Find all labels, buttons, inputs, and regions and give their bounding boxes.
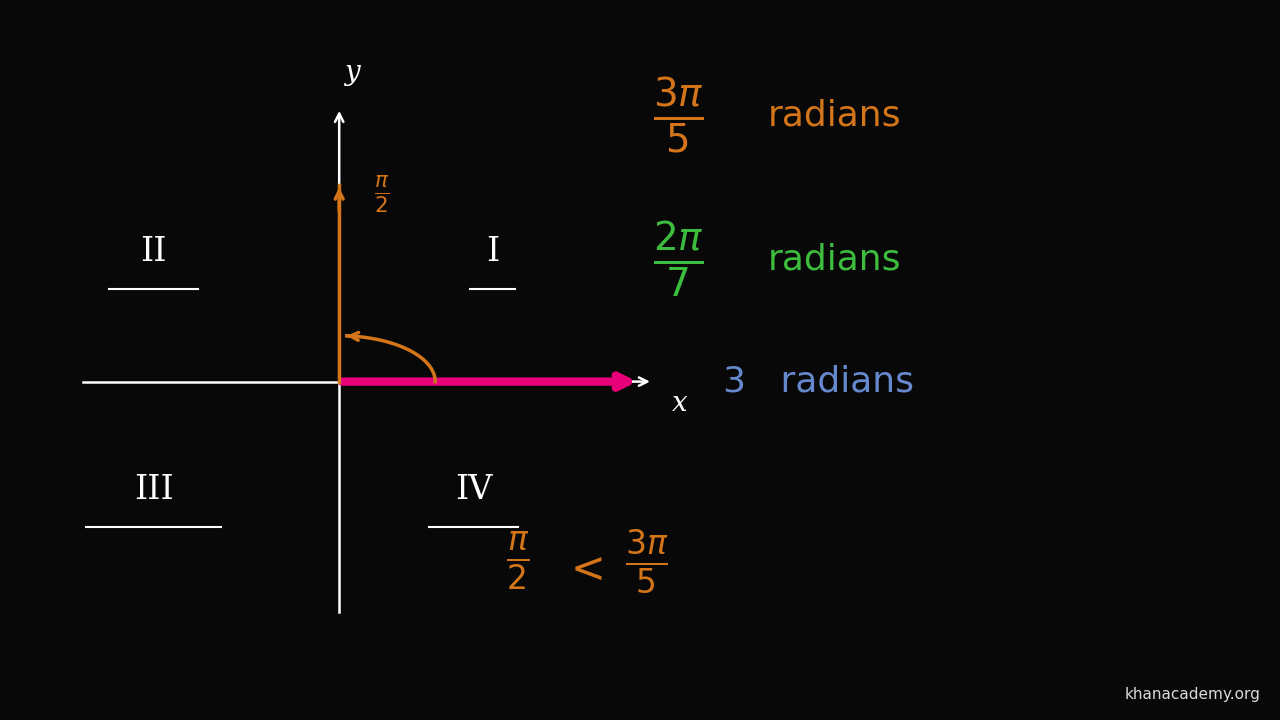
Text: radians: radians xyxy=(768,98,901,132)
Text: IV: IV xyxy=(454,474,493,505)
Text: 3   radians: 3 radians xyxy=(723,364,914,399)
Text: khanacademy.org: khanacademy.org xyxy=(1125,687,1261,702)
Text: $\frac{\pi}{2}$: $\frac{\pi}{2}$ xyxy=(506,529,529,594)
Text: x: x xyxy=(672,390,687,417)
Text: $\frac{2\pi}{7}$: $\frac{2\pi}{7}$ xyxy=(653,220,704,299)
Text: y: y xyxy=(344,59,360,86)
Text: radians: radians xyxy=(768,242,901,276)
Text: $\frac{3\pi}{5}$: $\frac{3\pi}{5}$ xyxy=(625,528,668,595)
Text: I: I xyxy=(486,236,499,268)
Text: II: II xyxy=(141,236,166,268)
Text: $\frac{\pi}{2}$: $\frac{\pi}{2}$ xyxy=(374,174,389,215)
Text: $<$: $<$ xyxy=(562,548,603,590)
Text: III: III xyxy=(133,474,174,505)
Text: $\frac{3\pi}{5}$: $\frac{3\pi}{5}$ xyxy=(653,75,704,156)
